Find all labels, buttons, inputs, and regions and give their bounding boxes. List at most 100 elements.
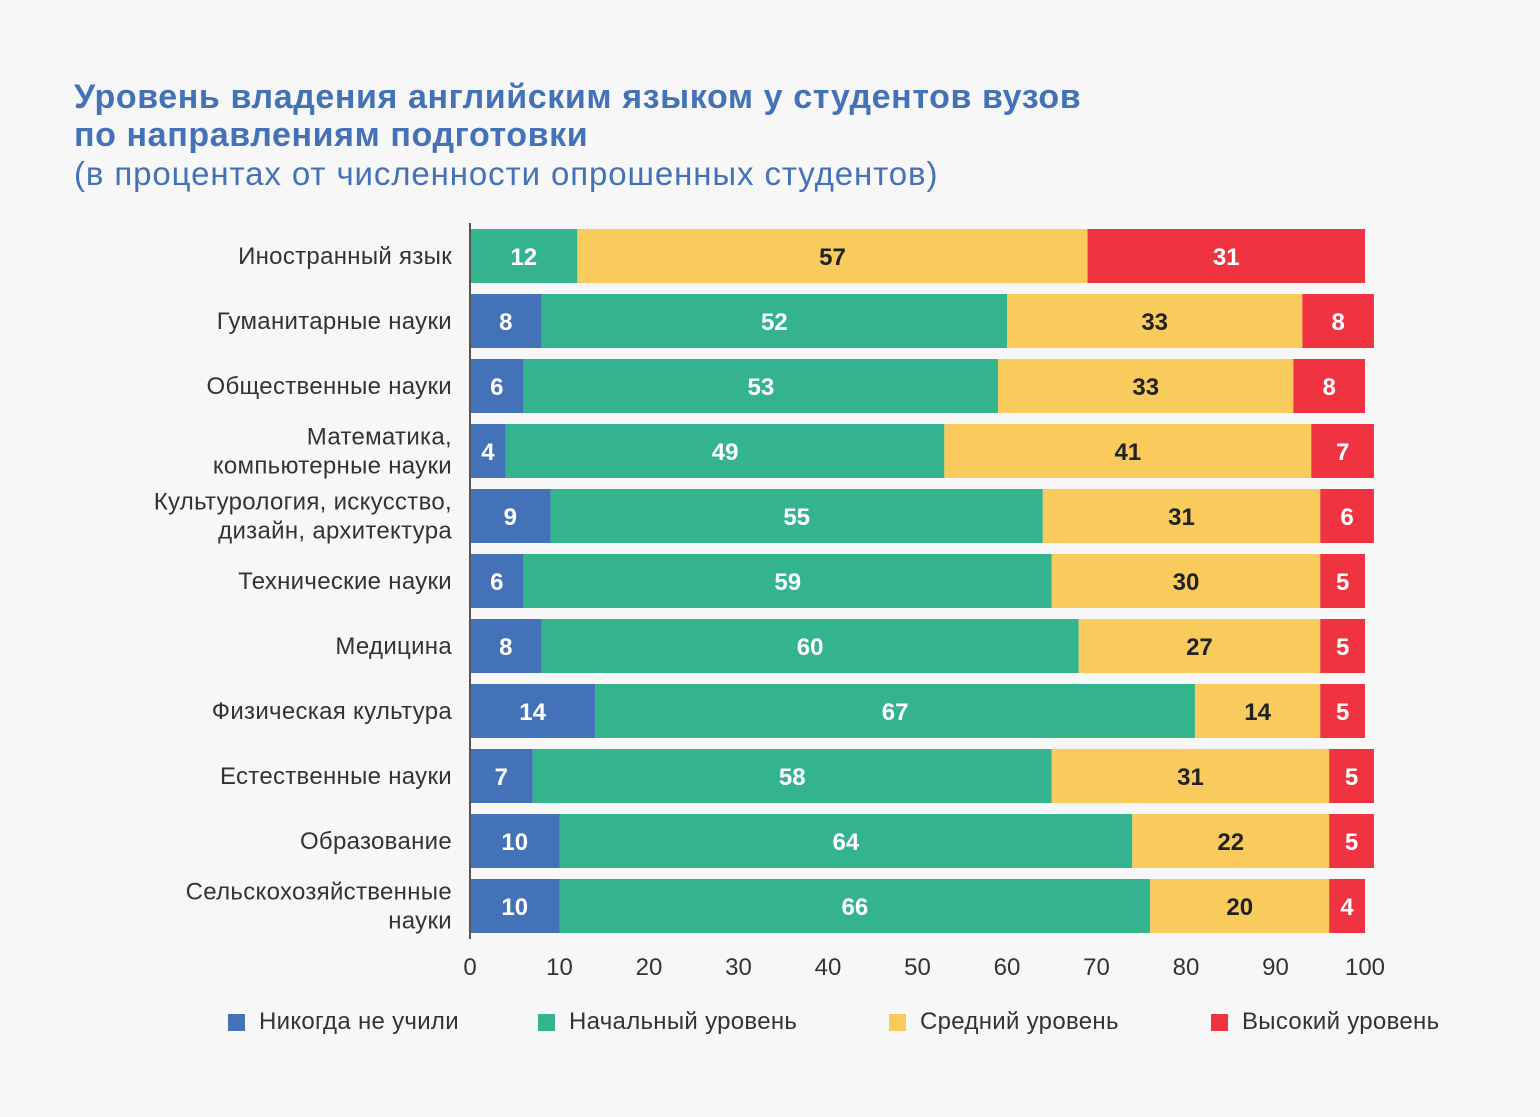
data-label: 55 [783,504,810,531]
category-label: Естественные науки [220,763,452,790]
x-tick-label: 90 [1262,954,1289,981]
data-label: 4 [481,439,495,466]
legend-swatch [1211,1013,1228,1031]
legend-item-high: Высокий уровень [1211,1008,1439,1036]
data-label: 31 [1177,764,1204,791]
bar-segment-never [470,814,560,868]
bar-segment-middle [1051,554,1321,608]
category-label: Гуманитарные науки [217,308,452,335]
category-label: Медицина [335,633,452,660]
bar-segment-basic [559,814,1133,868]
category-label-line: компьютерные науки [213,453,452,480]
data-label: 58 [779,764,806,791]
category-label: Физическая культура [212,698,453,725]
category-label: Образование [300,828,452,855]
x-tick-label: 40 [815,954,842,981]
bar-segment-never [470,879,560,933]
bar-segment-never [470,424,506,478]
data-label: 8 [1331,309,1344,336]
chart-subtitle: (в процентах от численности опрошенных с… [74,155,939,192]
data-label: 9 [504,504,517,531]
data-label: 5 [1345,764,1358,791]
bar-segment-basic [541,294,1007,348]
x-tick-label: 60 [994,954,1021,981]
bar-segment-basic [523,554,1052,608]
data-label: 14 [1244,699,1271,726]
bar-segment-high [1320,489,1374,543]
data-label: 41 [1114,439,1141,466]
bar-segment-middle [1194,684,1321,738]
data-label: 67 [882,699,909,726]
data-label: 30 [1173,569,1200,596]
bar-segment-basic [523,359,999,413]
bar-segment-middle [944,424,1312,478]
data-label: 31 [1213,244,1240,271]
data-label: 60 [797,634,824,661]
chart-title-line-2: по направлениям подготовки [74,116,589,154]
data-label: 5 [1345,829,1358,856]
data-label: 52 [761,309,788,336]
bar-segment-middle [1051,749,1330,803]
data-label: 27 [1186,634,1213,661]
data-label: 66 [841,894,868,921]
bar-segment-basic [595,684,1195,738]
category-label-line: Естественные науки [220,763,452,790]
x-tick-label: 10 [546,954,573,981]
legend-item-never: Никогда не учили [228,1008,459,1036]
data-label: 57 [819,244,846,271]
bar-segment-basic [505,424,945,478]
chart-legend: Никогда не учили Начальный уровень Средний… [0,1008,1540,1040]
legend-label: Начальный уровень [569,1008,798,1035]
legend-swatch [538,1013,555,1031]
bar-segment-never [470,489,551,543]
bar-segment-high [1329,879,1365,933]
bar-segment-basic [541,619,1079,673]
data-label: 31 [1168,504,1195,531]
legend-label: Никогда не учили [259,1008,459,1035]
bar-segment-never [470,684,596,738]
category-label-line: дизайн, архитектура [218,518,452,545]
category-label-line: Иностранный язык [238,243,452,270]
bar-segment-high [1329,814,1374,868]
bar-segment-high [1087,229,1365,283]
data-label: 49 [712,439,739,466]
bar-segment-middle [998,359,1294,413]
bar-segment-basic [532,749,1052,803]
data-label: 14 [519,699,546,726]
category-label: Математика, компьютерные науки [213,424,452,480]
bar-segment-middle [1042,489,1321,543]
x-tick-label: 20 [636,954,663,981]
bar-segment-high [1293,359,1365,413]
data-label: 10 [501,894,528,921]
category-label: Общественные науки [207,373,452,400]
bar-segment-never [470,294,542,348]
data-label: 4 [1340,894,1354,921]
category-label-line: Медицина [335,633,452,660]
category-label-line: Культурология, искусство, [154,489,452,516]
data-label: 10 [501,829,528,856]
category-label-line: Технические науки [238,568,452,595]
bar-segment-middle [1132,814,1330,868]
x-tick-label: 50 [904,954,931,981]
data-label: 8 [1323,374,1336,401]
data-label: 33 [1132,374,1159,401]
x-tick-label: 0 [463,954,476,981]
category-label-line: Гуманитарные науки [217,308,452,335]
data-label: 53 [748,374,775,401]
category-label-line: Математика, [307,424,452,451]
category-label-line: Образование [300,828,452,855]
x-tick-label: 80 [1173,954,1200,981]
data-label: 5 [1336,634,1349,661]
bar-segment-middle [1078,619,1321,673]
legend-label: Высокий уровень [1242,1008,1440,1035]
bar-segment-middle [1150,879,1330,933]
category-label-line: науки [388,908,452,935]
bar-segment-never [470,749,533,803]
x-tick-label: 30 [725,954,752,981]
category-label-line: Общественные науки [207,373,452,400]
data-label: 6 [1340,504,1353,531]
bar-segment-high [1320,554,1365,608]
legend-item-middle: Средний уровень [889,1008,1119,1036]
data-label: 6 [490,569,503,596]
